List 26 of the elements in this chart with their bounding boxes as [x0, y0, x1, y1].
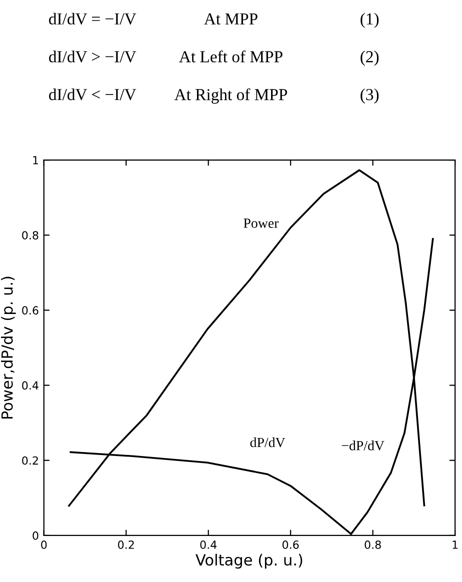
- y-axis-title: Power,dP/dv (p. u.): [1, 276, 16, 419]
- text: At MPP: [204, 13, 258, 25]
- series-label: Power: [244, 218, 279, 228]
- text: (1): [360, 12, 379, 28]
- text: At Right of MPP: [174, 88, 288, 104]
- x-tick-label: 1: [452, 540, 458, 549]
- x-tick-label: 0.8: [364, 540, 381, 549]
- text: (3): [360, 88, 379, 104]
- x-tick-label: 0.4: [200, 540, 217, 549]
- y-tick-label: 0.8: [22, 231, 38, 240]
- text: (2): [360, 50, 379, 66]
- text: dI/dV < −I/V: [49, 88, 136, 100]
- text: At Left of MPP: [179, 50, 282, 62]
- x-tick-label: 0.6: [282, 540, 299, 549]
- y-tick-label: 0.6: [22, 306, 38, 315]
- text: dI/dV > −I/V: [49, 50, 136, 62]
- y-tick-label: 1: [33, 156, 38, 164]
- series-label: dP/dV: [250, 437, 286, 448]
- series-label: −dP/dV: [342, 440, 384, 450]
- text: dI/dV = −I/V: [49, 12, 136, 25]
- y-tick-label: 0.2: [22, 456, 38, 465]
- x-axis-title: Voltage (p. u.): [196, 554, 302, 569]
- x-tick-label: 0.2: [118, 540, 134, 549]
- y-tick-label: 0: [32, 531, 38, 540]
- x-tick-label: 0: [41, 540, 47, 549]
- y-tick-label: 0.4: [22, 381, 38, 390]
